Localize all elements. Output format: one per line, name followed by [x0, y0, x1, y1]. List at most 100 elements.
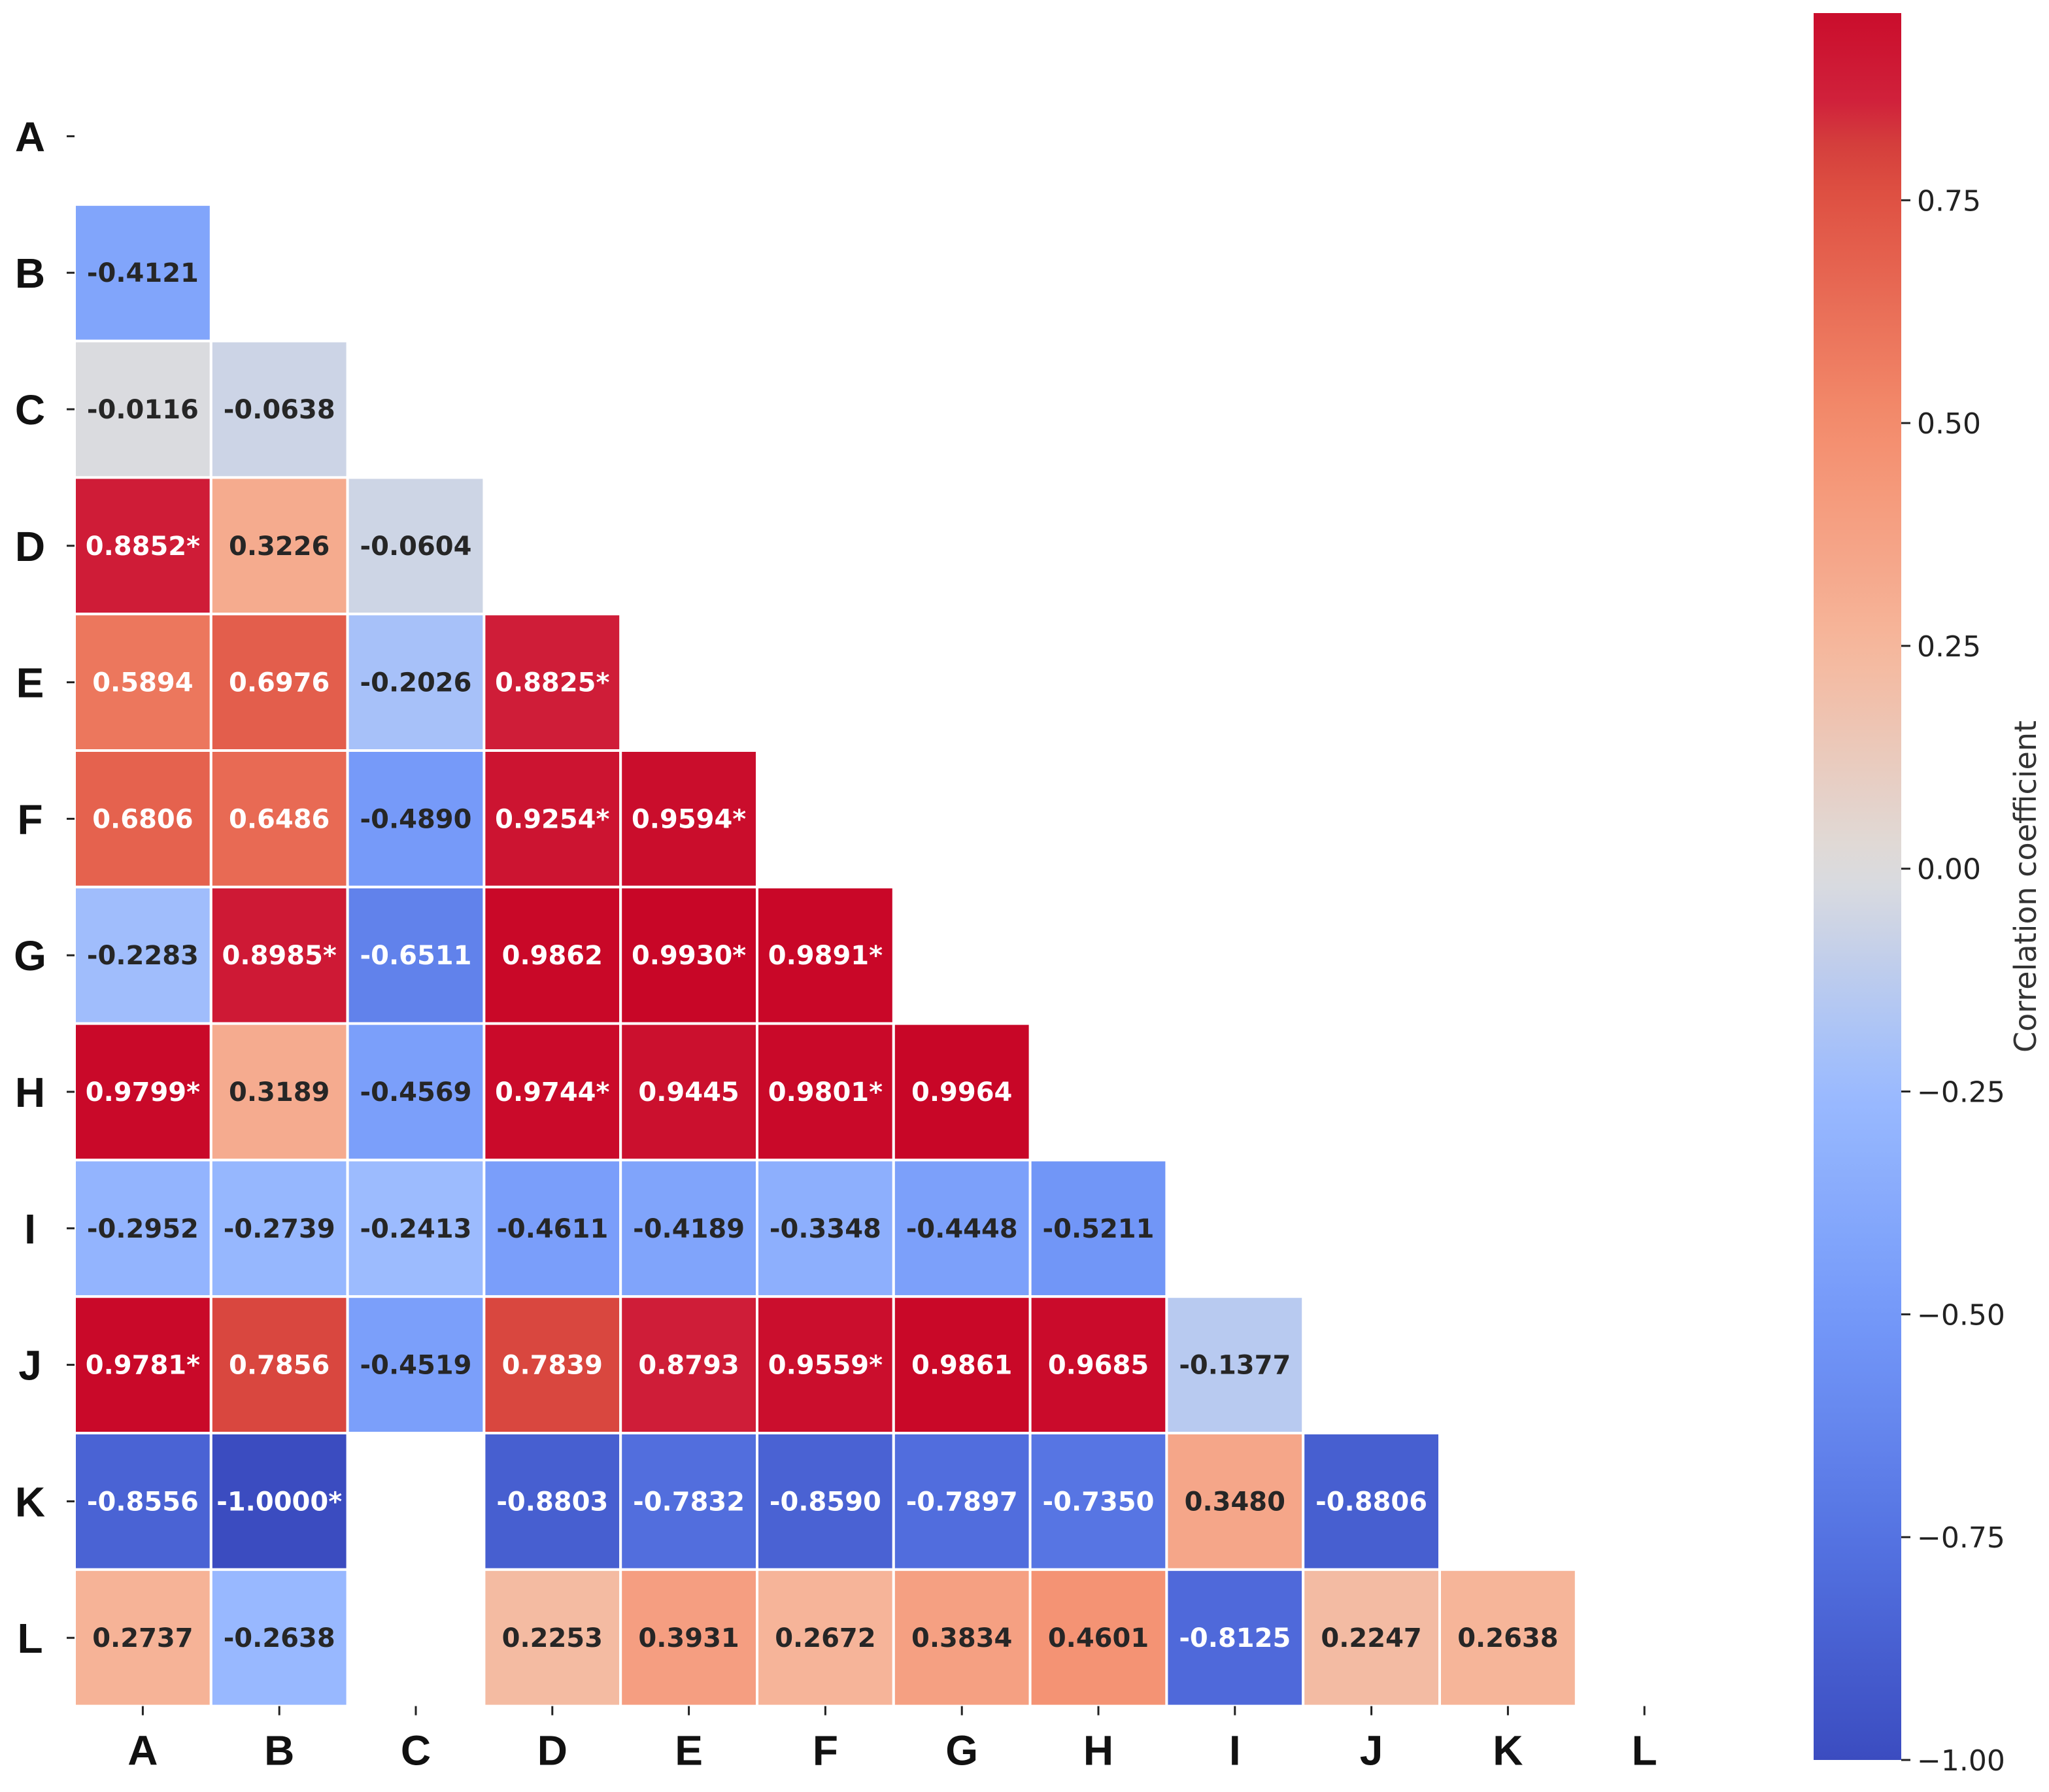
- cell-value-label-G-B: 0.8985*: [222, 941, 337, 971]
- cell-value-label-D-A: 0.8852*: [86, 532, 200, 562]
- cell-value-label-D-C: -0.0604: [360, 532, 472, 562]
- heatmap-cell-J-G: [892, 1295, 1032, 1434]
- cell-value-label-E-B: 0.6976: [229, 668, 330, 698]
- cell-value-label-K-E: -0.7832: [633, 1487, 745, 1517]
- heatmap-cell-G-B: [209, 885, 349, 1025]
- cell-value-label-J-A: 0.9781*: [86, 1351, 200, 1381]
- heatmap-cell-L-B: [209, 1568, 349, 1708]
- cell-value-label-H-A: 0.9799*: [86, 1077, 200, 1107]
- heatmap-cell-F-B: [209, 749, 349, 888]
- colorbar-gradient: [1814, 13, 1901, 1760]
- heatmap-cell-H-C: [346, 1022, 486, 1162]
- x-tick-label-E: E: [675, 1727, 703, 1774]
- cell-value-label-E-A: 0.5894: [92, 668, 193, 698]
- colorbar-tick-label-6: 0.50: [1917, 407, 1981, 441]
- heatmap-cell-H-A: [73, 1022, 212, 1162]
- cell-value-label-F-D: 0.9254*: [495, 804, 609, 834]
- cell-value-label-G-D: 0.9862: [502, 941, 603, 971]
- cell-value-label-H-G: 0.9964: [911, 1077, 1012, 1107]
- x-tick-label-J: J: [1360, 1727, 1383, 1774]
- cell-value-label-H-E: 0.9445: [638, 1077, 739, 1107]
- colorbar-tick-label-7: 0.75: [1917, 184, 1981, 218]
- heatmap-cell-L-A: [73, 1568, 212, 1708]
- heatmap-cell-J-E: [619, 1295, 759, 1434]
- heatmap-cell-I-F: [756, 1158, 895, 1298]
- heatmap-cell-L-D: [483, 1568, 622, 1708]
- cell-value-label-L-H: 0.4601: [1048, 1623, 1149, 1653]
- heatmap-cell-F-C: [346, 749, 486, 888]
- cell-value-label-F-B: 0.6486: [229, 804, 330, 834]
- y-tick-label-I: I: [24, 1206, 36, 1253]
- cell-value-label-J-I: -0.1377: [1179, 1351, 1291, 1381]
- heatmap-cell-K-A: [73, 1432, 212, 1571]
- cell-value-label-L-G: 0.3834: [911, 1623, 1012, 1653]
- cell-value-label-J-E: 0.8793: [638, 1351, 739, 1381]
- cell-value-label-J-G: 0.9861: [911, 1351, 1012, 1381]
- cell-value-label-G-A: -0.2283: [87, 941, 199, 971]
- cell-value-label-I-C: -0.2413: [360, 1214, 472, 1244]
- heatmap-cell-J-F: [756, 1295, 895, 1434]
- cell-value-label-F-C: -0.4890: [360, 804, 472, 834]
- cell-value-label-L-I: -0.8125: [1179, 1623, 1291, 1653]
- cell-value-label-J-H: 0.9685: [1048, 1351, 1149, 1381]
- heatmap-cell-G-A: [73, 885, 212, 1025]
- x-tick-label-B: B: [264, 1727, 294, 1774]
- cell-value-label-C-A: -0.0116: [87, 395, 199, 425]
- y-tick-label-K: K: [15, 1478, 45, 1525]
- heatmap-cell-F-A: [73, 749, 212, 888]
- y-tick-label-E: E: [16, 660, 44, 707]
- heatmap-cell-E-C: [346, 613, 486, 752]
- cell-value-label-K-B: -1.0000*: [216, 1487, 342, 1517]
- cell-value-label-L-A: 0.2737: [92, 1623, 193, 1653]
- x-tick-label-F: F: [813, 1727, 838, 1774]
- x-tick-label-H: H: [1083, 1727, 1113, 1774]
- cell-value-label-I-G: -0.4448: [906, 1214, 1018, 1244]
- colorbar-tick-label-5: 0.25: [1917, 630, 1981, 664]
- y-tick-label-F: F: [17, 796, 42, 843]
- y-axis: A B C D E F G H I J K L: [14, 113, 75, 1662]
- heatmap-cell-I-A: [73, 1158, 212, 1298]
- cell-value-label-G-C: -0.6511: [360, 941, 472, 971]
- colorbar-tick-label-4: 0.00: [1917, 853, 1981, 887]
- heatmap-cell-F-E: [619, 749, 759, 888]
- cell-value-label-J-D: 0.7839: [502, 1351, 603, 1381]
- cell-value-label-K-F: -0.8590: [770, 1487, 881, 1517]
- heatmap-cell-E-D: [483, 613, 622, 752]
- heatmap-cell-K-J: [1302, 1432, 1441, 1571]
- heatmap-cell-G-C: [346, 885, 486, 1025]
- x-axis: A B C D E F G H I J K L: [127, 1706, 1657, 1774]
- x-tick-label-D: D: [537, 1727, 567, 1774]
- x-tick-label-K: K: [1493, 1727, 1523, 1774]
- x-tick-label-C: C: [401, 1727, 431, 1774]
- cell-value-label-L-D: 0.2253: [502, 1623, 603, 1653]
- cell-value-label-K-I: 0.3480: [1185, 1487, 1285, 1517]
- cell-value-label-I-B: -0.2739: [224, 1214, 335, 1244]
- cell-value-label-K-G: -0.7897: [906, 1487, 1018, 1517]
- cell-value-label-E-C: -0.2026: [360, 668, 472, 698]
- cell-value-label-H-C: -0.4569: [360, 1077, 472, 1107]
- heatmap-cell-I-D: [483, 1158, 622, 1298]
- cell-value-label-I-A: -0.2952: [87, 1214, 199, 1244]
- cell-value-label-J-B: 0.7856: [229, 1351, 330, 1381]
- heatmap-cell-L-F: [756, 1568, 895, 1708]
- colorbar-tick-label-0: −1.00: [1917, 1744, 2005, 1778]
- heatmap-cell-D-C: [346, 476, 486, 616]
- colorbar-tick-label-2: −0.50: [1917, 1298, 2005, 1332]
- cell-value-label-E-D: 0.8825*: [495, 668, 609, 698]
- heatmap-cell-I-H: [1028, 1158, 1168, 1298]
- heatmap-cell-L-K: [1438, 1568, 1578, 1708]
- y-tick-label-H: H: [15, 1069, 45, 1116]
- heatmap-cell-I-G: [892, 1158, 1032, 1298]
- cell-value-label-G-F: 0.9891*: [768, 941, 883, 971]
- y-tick-label-G: G: [14, 932, 46, 979]
- cell-value-label-C-B: -0.0638: [224, 395, 335, 425]
- y-tick-label-A: A: [15, 113, 45, 160]
- heatmap-cell-E-B: [209, 613, 349, 752]
- cell-value-label-I-D: -0.4611: [496, 1214, 608, 1244]
- heatmap-cell-J-A: [73, 1295, 212, 1434]
- y-tick-label-C: C: [15, 386, 45, 433]
- heatmap-cell-J-D: [483, 1295, 622, 1434]
- cell-value-label-J-C: -0.4519: [360, 1351, 472, 1381]
